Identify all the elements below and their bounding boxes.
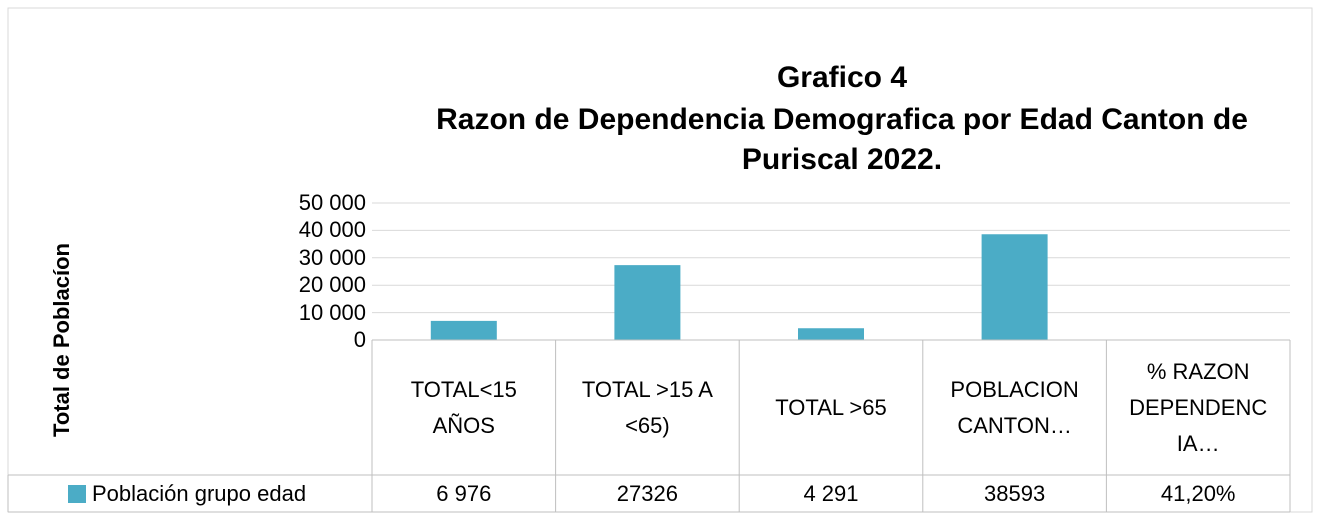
category-label: % RAZON DEPENDENCIA… bbox=[1128, 340, 1268, 475]
bar bbox=[614, 265, 681, 340]
y-tick-label-text: 10 000 bbox=[298, 299, 366, 325]
bar bbox=[798, 328, 864, 340]
chart-subtitle: Razon de Dependencia Demografica por Eda… bbox=[436, 103, 1248, 176]
data-table-value-text: 38593 bbox=[984, 481, 1046, 506]
legend-label: Población grupo edad bbox=[92, 475, 306, 512]
category-label: TOTAL<15 AÑOS bbox=[394, 340, 534, 475]
data-table-value-text: 4 291 bbox=[803, 481, 859, 506]
data-table-value-text: 6 976 bbox=[436, 481, 492, 506]
bar bbox=[430, 320, 497, 340]
category-label: TOTAL >15 A <65) bbox=[578, 340, 718, 475]
bar bbox=[981, 234, 1048, 340]
category-label: POBLACION CANTON… bbox=[945, 340, 1085, 475]
category-label-text: TOTAL >15 A <65) bbox=[581, 376, 713, 438]
data-table-value: 38593 bbox=[923, 475, 1107, 512]
data-table-value: 6 976 bbox=[372, 475, 556, 512]
y-tick-label-text: 40 000 bbox=[298, 217, 366, 243]
category-label-text: TOTAL<15 AÑOS bbox=[410, 376, 517, 438]
data-table-value-text: 27326 bbox=[616, 481, 678, 506]
category-label-text: TOTAL >65 bbox=[775, 394, 887, 420]
y-tick-label: 30 000 bbox=[299, 245, 366, 271]
data-table-value: 41,20% bbox=[1106, 475, 1290, 512]
data-table-value: 27326 bbox=[556, 475, 740, 512]
y-axis-label: Total de Poblacíon bbox=[49, 243, 74, 437]
category-label: TOTAL >65 bbox=[761, 340, 901, 475]
y-tick-label-text: 30 000 bbox=[298, 244, 366, 270]
legend-label-text: Población grupo edad bbox=[92, 481, 307, 506]
data-table-value-text: 41,20% bbox=[1160, 481, 1236, 506]
legend-key bbox=[68, 485, 86, 503]
y-tick-label: 40 000 bbox=[299, 217, 366, 243]
y-tick-label-text: 50 000 bbox=[298, 190, 366, 215]
category-label-text: % RAZON DEPENDENCIA… bbox=[1129, 358, 1268, 456]
y-tick-label: 0 bbox=[354, 327, 366, 353]
y-tick-label-text: 0 bbox=[353, 327, 366, 352]
data-table-value: 4 291 bbox=[739, 475, 923, 512]
category-label-text: POBLACION CANTON… bbox=[950, 376, 1079, 438]
y-tick-label: 20 000 bbox=[299, 272, 366, 298]
chart-title: Grafico 4 bbox=[776, 61, 908, 94]
y-tick-label: 10 000 bbox=[299, 300, 366, 326]
y-tick-label: 50 000 bbox=[299, 190, 366, 216]
y-tick-label-text: 20 000 bbox=[298, 272, 366, 298]
